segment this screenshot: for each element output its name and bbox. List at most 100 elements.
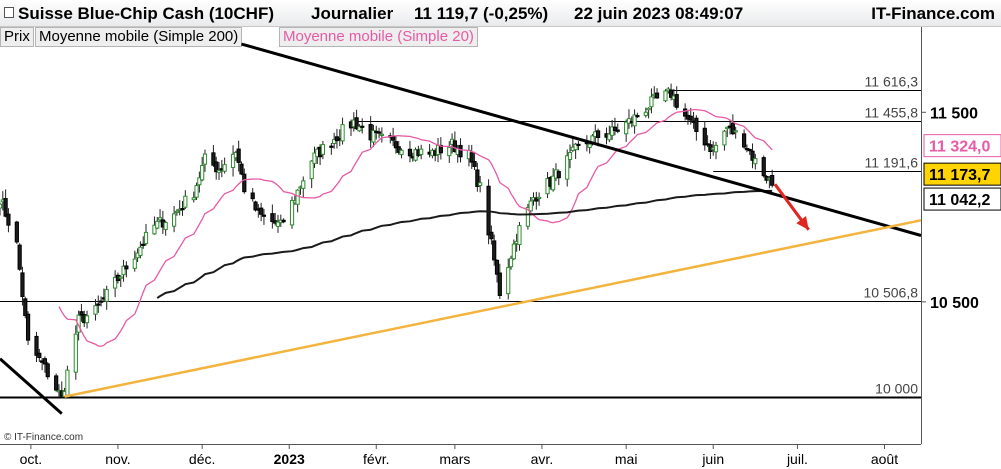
candle-body (96, 303, 101, 306)
candle-body (607, 133, 612, 141)
candle-body (45, 363, 50, 378)
candle-body (478, 182, 483, 187)
candle-body (725, 126, 730, 130)
candle-body (183, 195, 188, 208)
candle-body (143, 231, 149, 245)
candle-body (157, 217, 163, 221)
candle-body (98, 300, 104, 303)
x-tick-label: juil. (786, 451, 808, 467)
candle-body (702, 127, 707, 146)
candle-body (76, 314, 81, 333)
chart-header: Suisse Blue-Chip Cash (10CHF) Journalier… (0, 0, 1001, 27)
x-tick-label: avr. (531, 451, 554, 467)
candle-body (556, 171, 561, 179)
candle-body (649, 96, 654, 108)
candle-body (312, 152, 317, 164)
candle-body (332, 139, 337, 145)
legend-ma200[interactable]: Moyenne mobile (Simple 200) (35, 27, 243, 47)
candle-body (340, 124, 345, 142)
candle-body (73, 333, 78, 373)
candle-body (14, 221, 19, 243)
candle-body (511, 243, 516, 260)
candle-body (722, 130, 727, 146)
candle-body (163, 222, 168, 230)
legend-price[interactable]: Prix (0, 27, 34, 47)
resistance-trendline (241, 42, 922, 237)
candle-body (646, 107, 651, 111)
candle-body (747, 148, 752, 152)
candle-body (742, 133, 747, 148)
candle-body (494, 259, 500, 275)
candle-body (236, 148, 241, 163)
candle-body (329, 145, 334, 148)
ma20-line (58, 108, 773, 347)
price-badge (923, 134, 1001, 158)
arrow-head (796, 216, 809, 230)
candle-body (202, 153, 208, 165)
candle-body (458, 144, 463, 158)
candle-body (407, 148, 413, 157)
candle-body (576, 143, 581, 147)
candle-body (624, 121, 629, 135)
candle-body (399, 149, 404, 156)
period-label: Journalier (311, 4, 394, 23)
candle-body (301, 180, 306, 189)
x-tick-label: févr. (363, 451, 389, 467)
candle-body (20, 272, 25, 298)
candle-body (309, 160, 314, 180)
candle-body (141, 243, 146, 246)
level-label: 11 191,6 (865, 155, 919, 171)
candle-body (253, 201, 258, 211)
candle-body (517, 225, 522, 246)
candle-body (632, 114, 637, 127)
candle-body (391, 136, 396, 141)
candle-body (396, 146, 401, 153)
candle-body (753, 158, 758, 165)
candle-body (595, 130, 601, 138)
ma200-line (156, 189, 773, 299)
price-badge-label: 11 324,0 (929, 139, 991, 156)
candle-body (180, 208, 185, 211)
candle-body (654, 92, 660, 99)
candle-body (259, 207, 264, 215)
candle-body (475, 169, 480, 187)
candle-body (663, 90, 668, 102)
candle-body (138, 246, 143, 256)
brand-label: IT-Finance.com (871, 4, 995, 23)
candle-body (320, 144, 326, 155)
candle-body (191, 197, 196, 201)
last-quote: 11 119,7 (-0,25%) (414, 4, 549, 23)
candle-body (447, 146, 452, 157)
candle-body (261, 214, 267, 217)
candle-body (6, 213, 11, 226)
candle-body (379, 133, 384, 136)
candle-body (23, 298, 28, 317)
x-tick-label: oct. (20, 451, 43, 467)
candle-body (84, 315, 90, 324)
candle-body (534, 197, 539, 202)
candle-body (289, 200, 295, 226)
legend-ma20[interactable]: Moyenne mobile (Simple 20) (279, 27, 478, 47)
candle-body (275, 221, 281, 227)
candle-body (25, 313, 31, 341)
candle-body (121, 265, 126, 276)
candle-body (694, 117, 699, 132)
chart-type-icon[interactable] (4, 7, 14, 18)
candle-body (612, 126, 618, 131)
candle-body (132, 258, 137, 269)
candle-body (525, 207, 530, 227)
x-tick-label: juin (701, 451, 724, 467)
candle-body (683, 108, 688, 117)
candle-body (419, 148, 424, 155)
candle-body (371, 130, 376, 143)
candle-body (295, 189, 300, 205)
x-tick-label: mai (615, 451, 638, 467)
candle-body (587, 143, 592, 148)
candle-body (730, 122, 735, 135)
candle-body (171, 213, 177, 227)
candle-body (54, 375, 59, 391)
candle-body (104, 289, 109, 302)
price-badge-label: 11 042,2 (929, 192, 991, 209)
y-tick-label: 10 500 (930, 295, 979, 312)
